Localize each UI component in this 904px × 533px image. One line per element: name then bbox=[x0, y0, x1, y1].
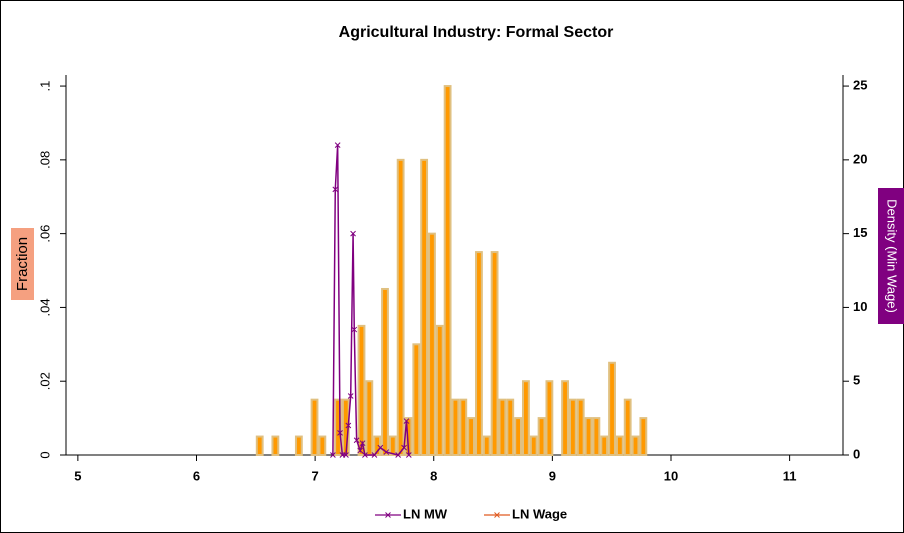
bar bbox=[561, 380, 569, 456]
legend-label: LN MW bbox=[403, 506, 448, 521]
point-marker bbox=[334, 142, 341, 148]
bar bbox=[420, 158, 429, 456]
y2-tick-label: 25 bbox=[853, 78, 867, 93]
bar bbox=[639, 417, 648, 456]
point-marker bbox=[330, 452, 336, 458]
bar bbox=[608, 361, 616, 457]
bar bbox=[592, 417, 601, 456]
bar bbox=[545, 380, 554, 456]
bar bbox=[568, 398, 577, 456]
bar bbox=[334, 398, 342, 456]
point-marker bbox=[350, 230, 356, 237]
x-tick-label: 6 bbox=[193, 468, 200, 483]
bar bbox=[271, 435, 280, 457]
bar bbox=[396, 158, 405, 456]
x-tick-label: 10 bbox=[664, 468, 678, 483]
bar bbox=[451, 398, 460, 456]
point-marker bbox=[403, 418, 410, 424]
y2-tick-label: 10 bbox=[853, 299, 867, 314]
y-tick-label: .02 bbox=[37, 372, 52, 390]
bar bbox=[318, 435, 327, 457]
point-marker bbox=[353, 437, 360, 444]
x-tick-label: 7 bbox=[311, 468, 318, 483]
point-marker bbox=[362, 452, 368, 458]
point-marker bbox=[332, 186, 339, 193]
bar bbox=[631, 435, 640, 457]
y2-tick-label: 15 bbox=[853, 225, 867, 240]
point-marker bbox=[359, 440, 366, 447]
bar bbox=[388, 435, 397, 457]
point-marker bbox=[343, 452, 349, 458]
bar bbox=[373, 435, 382, 457]
point-marker bbox=[357, 447, 364, 454]
bar bbox=[365, 380, 374, 456]
bar bbox=[506, 398, 515, 456]
chart-title: Agricultural Industry: Formal Sector bbox=[339, 24, 614, 41]
x-tick-label: 5 bbox=[74, 468, 81, 483]
bar bbox=[498, 398, 507, 456]
x-tick-label: 9 bbox=[549, 468, 556, 483]
bar bbox=[529, 435, 538, 457]
bar bbox=[412, 343, 421, 456]
bar bbox=[357, 324, 366, 456]
point-marker bbox=[345, 422, 352, 429]
bar bbox=[428, 232, 436, 456]
bar bbox=[600, 435, 609, 457]
point-marker bbox=[401, 444, 407, 451]
y2-tick-label: 20 bbox=[853, 151, 867, 166]
bar bbox=[537, 417, 546, 456]
y-tick-label: .06 bbox=[37, 225, 52, 243]
y-tick-label: .1 bbox=[37, 81, 52, 92]
bar bbox=[490, 251, 499, 456]
point-marker bbox=[395, 452, 402, 458]
bar bbox=[459, 398, 468, 456]
bar bbox=[381, 287, 389, 457]
point-marker bbox=[371, 452, 378, 458]
y2-axis-label: Density (Min Wage) bbox=[885, 199, 900, 313]
point-marker bbox=[383, 449, 390, 455]
y-label-box bbox=[11, 228, 34, 300]
y-tick-label: .08 bbox=[37, 151, 52, 169]
y2-label-box bbox=[878, 188, 904, 324]
y-axis-label: Fraction bbox=[14, 237, 31, 291]
point-marker bbox=[405, 452, 412, 458]
point-marker bbox=[337, 430, 343, 436]
point-marker bbox=[377, 444, 384, 451]
point-marker bbox=[347, 393, 354, 399]
y-tick-label: 0 bbox=[37, 451, 52, 458]
bar bbox=[294, 435, 303, 457]
y2-tick-label: 5 bbox=[853, 373, 860, 388]
bar bbox=[435, 324, 444, 456]
bar bbox=[255, 435, 264, 457]
y-tick-label: .04 bbox=[37, 298, 52, 316]
bar bbox=[576, 398, 585, 456]
y2-tick-label: 0 bbox=[853, 446, 860, 461]
bar bbox=[615, 435, 624, 457]
bar bbox=[443, 85, 452, 456]
legend-marker bbox=[385, 512, 391, 518]
bar bbox=[514, 417, 522, 456]
x-tick-label: 11 bbox=[783, 468, 797, 483]
bar bbox=[521, 380, 530, 456]
bar bbox=[482, 435, 491, 457]
bar bbox=[475, 251, 483, 456]
legend-marker bbox=[494, 512, 500, 518]
bar bbox=[310, 398, 319, 456]
x-tick-label: 8 bbox=[430, 468, 437, 483]
bar bbox=[467, 417, 476, 456]
bar bbox=[584, 417, 593, 456]
legend-label: LN Wage bbox=[512, 506, 567, 521]
bar bbox=[623, 398, 632, 456]
point-marker bbox=[351, 326, 358, 333]
